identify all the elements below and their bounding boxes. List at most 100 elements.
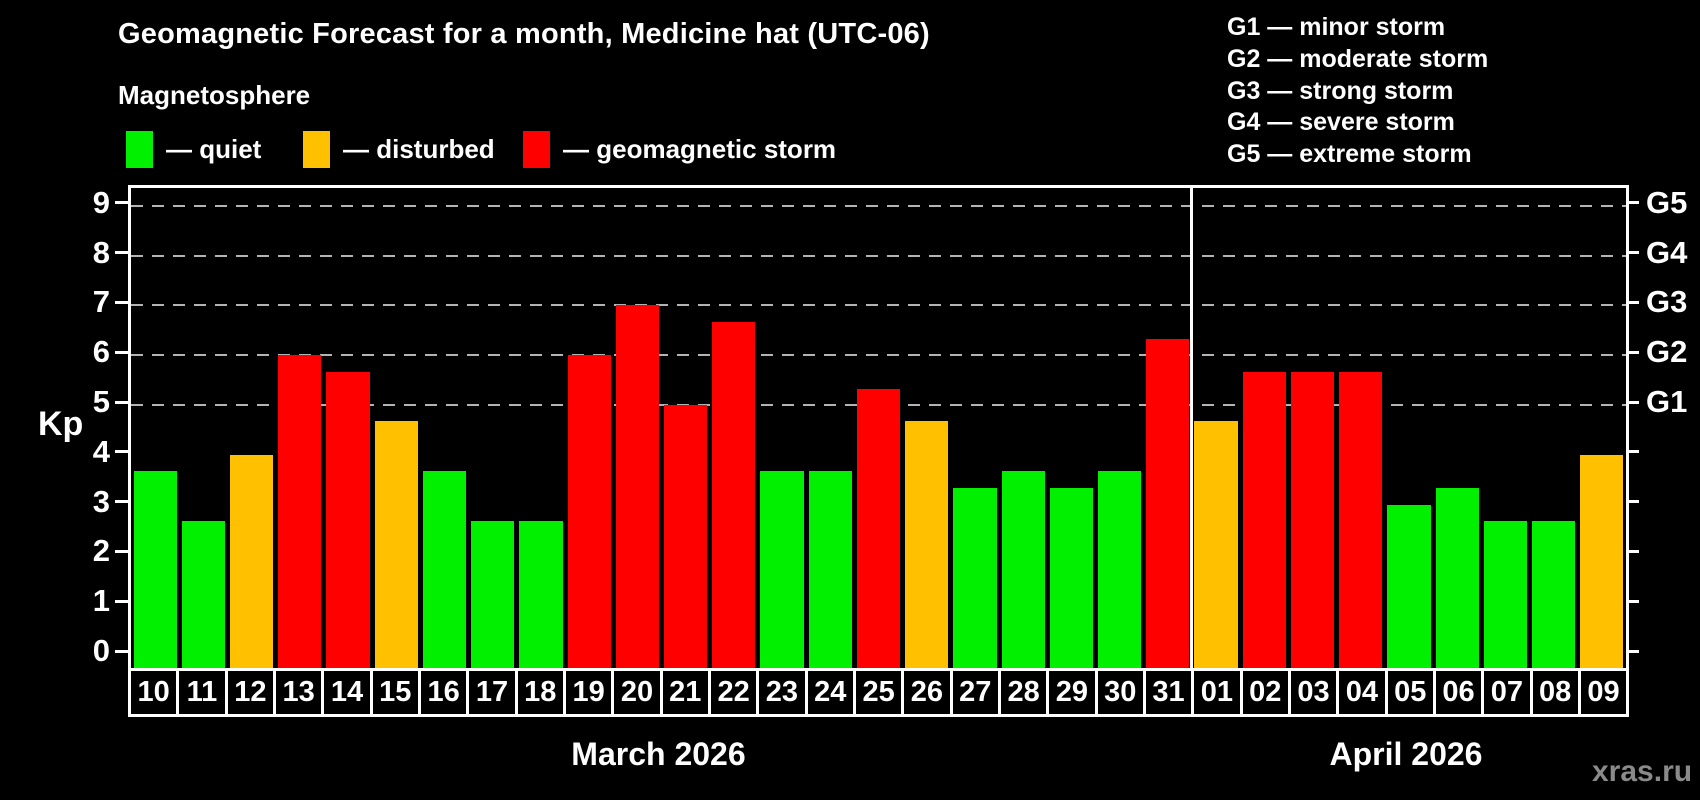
day-label-cell-15: 15 bbox=[369, 668, 418, 717]
legend-label-disturbed: — disturbed bbox=[343, 134, 495, 164]
left-axis-tick-3 bbox=[115, 500, 128, 504]
day-label-cell-21: 21 bbox=[659, 668, 708, 717]
bar-march-15 bbox=[374, 421, 418, 671]
y-axis-label-8: 8 bbox=[92, 234, 110, 270]
day-label-cell-18: 18 bbox=[514, 668, 563, 717]
bar-march-29 bbox=[1049, 488, 1093, 671]
chart-title: Geomagnetic Forecast for a month, Medici… bbox=[118, 18, 930, 50]
bar-april-06 bbox=[1435, 488, 1479, 671]
day-label-cell-04: 04 bbox=[1336, 668, 1385, 717]
day-label-cell-23: 23 bbox=[756, 668, 805, 717]
day-label-cell-25: 25 bbox=[852, 668, 902, 717]
storm-scale-legend-row-5: G5 — extreme storm bbox=[1227, 140, 1472, 169]
left-axis-tick-1 bbox=[115, 599, 128, 603]
y-axis-label-0: 0 bbox=[92, 633, 110, 668]
bar-april-05 bbox=[1387, 504, 1431, 671]
gridline-kp6 bbox=[131, 354, 1626, 357]
g-axis-label-g1: G1 bbox=[1646, 384, 1688, 419]
left-axis-tick-6 bbox=[115, 350, 128, 354]
bar-march-17 bbox=[471, 521, 515, 671]
day-label-cell-05: 05 bbox=[1384, 668, 1433, 717]
bar-march-28 bbox=[1001, 471, 1045, 671]
day-label-cell-17: 17 bbox=[466, 668, 515, 717]
bar-march-24 bbox=[808, 471, 852, 671]
bar-march-12 bbox=[229, 454, 274, 671]
left-axis-tick-9 bbox=[115, 201, 128, 205]
bar-march-10 bbox=[133, 471, 177, 671]
bar-march-18 bbox=[519, 521, 563, 671]
day-label-cell-09: 09 bbox=[1577, 668, 1630, 717]
bar-march-14 bbox=[326, 371, 370, 671]
bar-march-16 bbox=[422, 471, 467, 671]
day-label-cell-06: 06 bbox=[1432, 668, 1482, 717]
y-axis-label-1: 1 bbox=[92, 583, 110, 619]
day-axis: 10 11 12 13 14 15 16 17 18 19 20 21 22 23 24 25 26 27 28 29… bbox=[128, 668, 1630, 717]
day-label-cell-10: 10 bbox=[128, 668, 177, 717]
gridline-kp8 bbox=[131, 254, 1626, 257]
legend-item-disturbed: — disturbed bbox=[303, 131, 495, 168]
month-separator-line bbox=[1190, 188, 1194, 671]
bar-march-19 bbox=[567, 355, 611, 671]
bar-april-04 bbox=[1339, 371, 1383, 671]
left-axis-tick-2 bbox=[115, 549, 128, 553]
day-label-cell-31: 31 bbox=[1142, 668, 1192, 717]
y-axis-title: Kp bbox=[38, 405, 84, 443]
bar-march-21 bbox=[663, 405, 708, 671]
day-label-cell-24: 24 bbox=[804, 668, 853, 717]
bar-march-20 bbox=[615, 305, 659, 671]
legend-item-quiet: — quiet bbox=[126, 131, 261, 168]
legend-item-storm: — geomagnetic storm bbox=[523, 131, 836, 168]
bar-march-26 bbox=[905, 421, 949, 671]
day-label-cell-20: 20 bbox=[611, 668, 660, 717]
legend-label-quiet: — quiet bbox=[166, 134, 262, 164]
day-label-cell-30: 30 bbox=[1094, 668, 1143, 717]
day-label-cell-01: 01 bbox=[1191, 668, 1240, 717]
day-label-cell-14: 14 bbox=[321, 668, 370, 717]
bar-march-23 bbox=[760, 471, 804, 671]
y-axis-label-6: 6 bbox=[92, 334, 110, 370]
bar-march-11 bbox=[181, 521, 225, 671]
left-axis-tick-5 bbox=[115, 400, 128, 404]
day-label-cell-12: 12 bbox=[224, 668, 273, 717]
day-label-cell-22: 22 bbox=[707, 668, 757, 717]
bar-march-13 bbox=[278, 355, 322, 671]
storm-scale-legend-row-1: G1 — minor storm bbox=[1227, 13, 1446, 41]
gridline-kp7 bbox=[131, 304, 1626, 307]
bar-april-09 bbox=[1580, 454, 1624, 671]
day-label-cell-29: 29 bbox=[1046, 668, 1095, 717]
g-axis-label-g5: G5 bbox=[1646, 184, 1688, 220]
y-axis-label-3: 3 bbox=[92, 483, 110, 519]
bar-march-27 bbox=[953, 488, 997, 671]
day-label-cell-03: 03 bbox=[1287, 668, 1337, 717]
bar-april-07 bbox=[1483, 521, 1528, 671]
y-axis-label-9: 9 bbox=[92, 184, 110, 220]
day-label-cell-16: 16 bbox=[417, 668, 467, 717]
magnetosphere-label: Magnetosphere bbox=[118, 80, 311, 110]
bar-march-30 bbox=[1098, 471, 1142, 671]
left-axis-tick-4 bbox=[115, 450, 128, 454]
bar-march-25 bbox=[856, 388, 901, 671]
day-label-cell-08: 08 bbox=[1529, 668, 1578, 717]
bar-april-03 bbox=[1290, 371, 1335, 671]
legend-label-storm: — geomagnetic storm bbox=[563, 134, 837, 164]
day-label-cell-13: 13 bbox=[272, 668, 322, 717]
storm-scale-legend: G1 — minor storm G2 — moderate storm G3 — … bbox=[1227, 12, 1488, 171]
g-axis-label-g3: G3 bbox=[1646, 284, 1688, 320]
gridline-kp9 bbox=[131, 204, 1626, 207]
bar-april-02 bbox=[1242, 371, 1286, 671]
day-label-cell-07: 07 bbox=[1481, 668, 1530, 717]
g-axis-label-g4: G4 bbox=[1646, 234, 1688, 270]
left-axis-tick-7 bbox=[115, 300, 128, 304]
storm-color-swatch bbox=[523, 131, 550, 168]
day-label-cell-19: 19 bbox=[562, 668, 612, 717]
month-label-april: April 2026 bbox=[1329, 736, 1483, 772]
y-axis-label-2: 2 bbox=[92, 533, 110, 569]
plot-area bbox=[128, 185, 1629, 671]
day-label-cell-11: 11 bbox=[176, 668, 225, 717]
bar-march-31 bbox=[1146, 338, 1190, 671]
y-axis-label-7: 7 bbox=[92, 284, 110, 320]
storm-scale-legend-row-4: G4 — severe storm bbox=[1227, 108, 1455, 137]
storm-scale-legend-row-3: G3 — strong storm bbox=[1227, 76, 1454, 105]
quiet-color-swatch bbox=[126, 131, 153, 168]
